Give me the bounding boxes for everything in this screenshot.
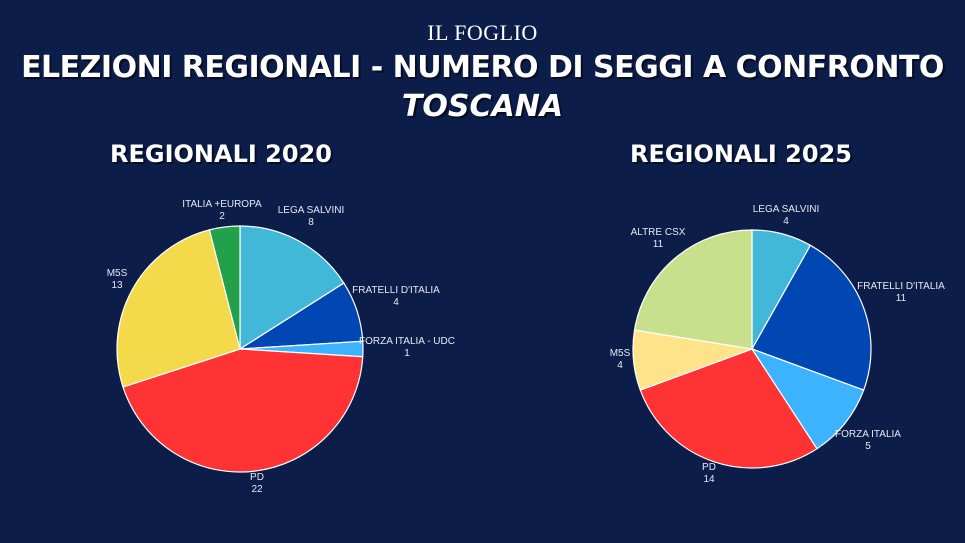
slice-label-2025-fratelli-d-italia: FRATELLI D'ITALIA [857,281,945,292]
slice-label-2020-forza-italia-udc: FORZA ITALIA - UDC [359,336,455,347]
slice-label-2025-m5s: M5S [610,348,631,359]
slice-2025-pd [639,348,818,469]
chart-title-2020: REGIONALI 2020 [110,140,332,168]
slice-2025-fratelli-d-italia [751,244,872,391]
brand-logo: IL FOGLIO [427,20,538,45]
slice-2020-lega-salvini [239,225,345,351]
slice-2020-italia-europa [208,225,241,350]
slice-label-2020-fratelli-d-italia: FRATELLI D'ITALIA [352,285,440,296]
slice-label-2020-italia-europa: ITALIA +EUROPA [182,199,262,210]
slice-value-2025-pd: 14 [703,474,715,485]
slice-value-2025-lega-salvini: 4 [783,216,789,227]
slice-label-2020-lega-salvini: LEGA SALVINI [278,205,345,216]
slice-value-2025-m5s: 4 [617,360,623,371]
slice-value-2025-altre-csx: 11 [653,239,664,250]
slice-label-2025-forza-italia: FORZA ITALIA [835,429,901,440]
page-title: ELEZIONI REGIONALI - NUMERO DI SEGGI A C… [21,50,944,85]
slice-value-2020-pd: 22 [251,484,263,495]
slice-value-2025-fratelli-d-italia: 11 [896,293,907,304]
slice-label-2025-pd: PD [702,462,716,473]
slice-2020-pd [122,348,364,473]
slice-2025-forza-italia [750,347,865,450]
page-subtitle: TOSCANA [401,89,564,124]
slice-value-2020-lega-salvini: 8 [308,217,314,228]
slice-2025-altre-csx [633,229,753,350]
slice-value-2020-italia-europa: 2 [219,211,225,222]
slice-value-2020-fratelli-d-italia: 4 [393,297,399,308]
slice-label-2020-pd: PD [250,472,264,483]
slice-label-2025-lega-salvini: LEGA SALVINI [753,204,820,215]
slice-value-2020-forza-italia-udc: 1 [404,348,410,359]
slice-label-2020-m5s: M5S [107,268,128,279]
chart-title-2025: REGIONALI 2025 [630,140,852,168]
slice-value-2025-forza-italia: 5 [865,441,871,452]
slice-2020-m5s [116,229,241,388]
slice-label-2025-altre-csx: ALTRE CSX [631,227,686,238]
slice-value-2020-m5s: 13 [111,280,123,291]
